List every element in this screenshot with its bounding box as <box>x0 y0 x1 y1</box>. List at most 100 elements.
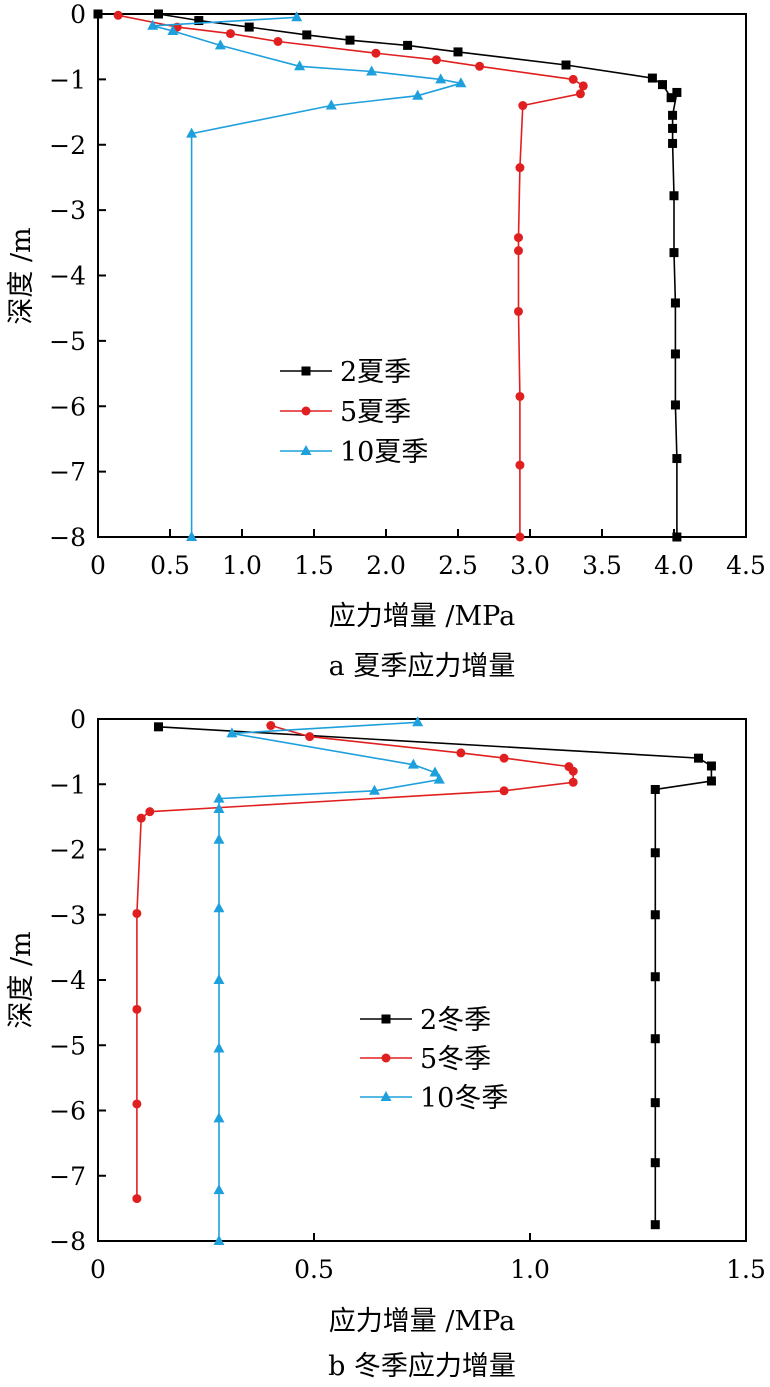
chart-b-plot-frame <box>97 718 747 1242</box>
y-tick-label: −6 <box>49 1097 86 1126</box>
data-point <box>113 10 123 20</box>
y-tick-label: −1 <box>49 65 86 94</box>
data-point <box>706 761 716 771</box>
data-point <box>669 248 679 258</box>
chart-a-y-axis-title: 深度 /m <box>6 227 37 324</box>
data-point <box>213 1235 225 1245</box>
data-point <box>475 61 485 71</box>
data-point <box>561 60 571 70</box>
data-point <box>368 784 380 795</box>
data-point <box>670 349 680 359</box>
data-point <box>672 454 682 464</box>
data-point <box>132 908 142 918</box>
chart-a-series <box>93 9 682 542</box>
data-point <box>515 532 525 542</box>
y-tick-label: −3 <box>49 901 86 930</box>
legend-label: 10冬季 <box>420 1083 508 1114</box>
legend-label: 2冬季 <box>420 1005 491 1036</box>
data-point <box>650 784 660 794</box>
data-point <box>650 972 660 982</box>
series-2冬季 <box>153 722 716 1230</box>
data-point <box>650 1034 660 1044</box>
data-point <box>429 766 441 777</box>
y-tick-label: −7 <box>49 458 86 487</box>
data-point <box>455 77 467 88</box>
data-point <box>132 1004 142 1014</box>
legend-label: 2夏季 <box>340 357 411 388</box>
data-point <box>668 123 678 133</box>
data-point <box>153 722 163 732</box>
x-tick-label: 0 <box>90 551 106 580</box>
data-point <box>647 73 657 83</box>
legend-marker <box>300 445 312 455</box>
legend-marker <box>301 406 311 416</box>
data-point <box>669 191 679 201</box>
legend-item: 10冬季 <box>360 1083 508 1114</box>
chart-a-ticks: 0 0.5 1.0 1.5 2.0 2.5 3.0 3.5 4.0 4.5 0 −1 −2 −3 −4 −5 −… <box>49 0 766 580</box>
x-tick-label: 1.5 <box>294 551 334 580</box>
legend-item: 5夏季 <box>280 397 411 428</box>
data-point <box>693 753 703 763</box>
x-tick-label: 1.0 <box>222 551 262 580</box>
data-point <box>167 24 179 35</box>
legend-item: 2冬季 <box>360 1005 491 1036</box>
data-point <box>214 39 226 50</box>
data-point <box>136 813 146 823</box>
legend-item: 2夏季 <box>280 357 411 388</box>
data-point <box>518 101 528 111</box>
data-point <box>672 532 682 542</box>
data-point <box>513 306 523 316</box>
x-tick-label: 4.0 <box>654 551 694 580</box>
data-point <box>153 9 163 19</box>
chart-b-legend: 2冬季 5冬季 10冬季 <box>360 1005 508 1114</box>
data-point <box>213 792 225 803</box>
data-point <box>670 400 680 410</box>
data-point <box>403 40 413 50</box>
series-10冬季 <box>213 716 445 1245</box>
y-tick-label: −5 <box>49 327 86 356</box>
data-point <box>213 974 225 984</box>
x-tick-label: 0.5 <box>294 1255 334 1284</box>
data-point <box>302 30 312 40</box>
x-tick-label: 0.5 <box>150 551 190 580</box>
series-10夏季 <box>147 11 467 541</box>
y-tick-label: 0 <box>70 0 86 29</box>
y-tick-label: −4 <box>49 966 86 995</box>
chart-a: 0 0.5 1.0 1.5 2.0 2.5 3.0 3.5 4.0 4.5 0 −1 −2 −3 −4 −5 −… <box>6 0 766 682</box>
chart-b-caption: b 冬季应力增量 <box>328 1351 516 1382</box>
y-tick-label: −2 <box>49 131 86 160</box>
data-point <box>431 55 441 65</box>
data-point <box>371 48 381 58</box>
data-point <box>412 89 424 100</box>
x-tick-label: 1.5 <box>726 1255 766 1284</box>
chart-b-series <box>132 716 716 1245</box>
data-point <box>672 87 682 97</box>
data-point <box>291 11 303 22</box>
data-point <box>294 60 306 71</box>
data-point <box>325 99 337 110</box>
data-point <box>706 776 716 786</box>
data-point <box>568 74 578 84</box>
x-tick-label: 3.0 <box>510 551 550 580</box>
data-point <box>650 1098 660 1108</box>
data-point <box>213 902 225 913</box>
data-point <box>366 65 378 76</box>
chart-a-x-axis-title: 应力增量 /MPa <box>329 601 515 632</box>
series-line <box>136 724 575 1199</box>
series-2夏季 <box>93 9 682 542</box>
data-point <box>145 807 155 817</box>
data-point <box>305 732 315 742</box>
legend-marker <box>381 1014 391 1024</box>
chart-b-ticks: 0 0.5 1.0 1.5 0 −1 −2 −3 −4 −5 −6 −7 −8 <box>49 705 766 1284</box>
y-tick-label: −6 <box>49 392 86 421</box>
series-5冬季 <box>132 721 578 1204</box>
data-point <box>132 1194 142 1204</box>
data-point <box>213 1184 225 1195</box>
data-point <box>273 36 283 46</box>
data-point <box>93 9 103 19</box>
x-tick-label: 2.0 <box>366 551 406 580</box>
legend-label: 5冬季 <box>420 1044 491 1075</box>
data-point <box>650 910 660 920</box>
series-5夏季 <box>113 10 588 542</box>
y-tick-label: −2 <box>49 836 86 865</box>
